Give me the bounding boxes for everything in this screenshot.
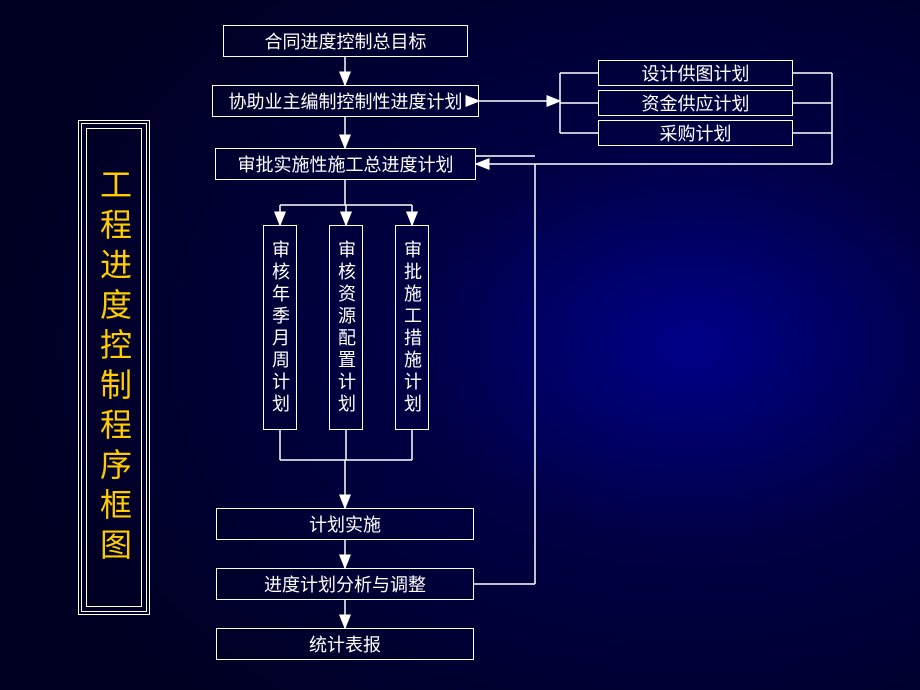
node-label: 审核资源配置计划: [333, 240, 359, 416]
node-label: 协助业主编制控制性进度计划: [229, 88, 463, 114]
node-analysis-adjust: 进度计划分析与调整: [216, 568, 474, 600]
node-label: 进度计划分析与调整: [264, 571, 426, 597]
title-frame: 工程进度控制程序框图: [78, 120, 150, 615]
node-label: 审核年季月周计划: [267, 240, 293, 416]
diagram-title: 工程进度控制程序框图: [91, 168, 137, 568]
node-contract-goal: 合同进度控制总目标: [223, 25, 468, 57]
node-design-supply: 设计供图计划: [598, 60, 793, 86]
node-fund-supply: 资金供应计划: [598, 90, 793, 116]
node-approve-measures: 审批施工措施计划: [395, 225, 429, 430]
node-label: 资金供应计划: [642, 90, 750, 116]
node-label: 设计供图计划: [642, 60, 750, 86]
node-review-period: 审核年季月周计划: [263, 225, 297, 430]
node-approve-master: 审批实施性施工总进度计划: [215, 148, 476, 180]
node-assist-owner: 协助业主编制控制性进度计划: [212, 85, 479, 117]
node-label: 合同进度控制总目标: [265, 28, 427, 54]
node-plan-implement: 计划实施: [216, 508, 474, 540]
node-label: 统计表报: [309, 631, 381, 657]
node-label: 采购计划: [660, 120, 732, 146]
node-label: 计划实施: [309, 511, 381, 537]
title-frame-inner: 工程进度控制程序框图: [86, 128, 142, 607]
node-label: 审批施工措施计划: [399, 240, 425, 416]
node-label: 审批实施性施工总进度计划: [238, 151, 454, 177]
node-review-resource: 审核资源配置计划: [329, 225, 363, 430]
node-procurement: 采购计划: [598, 120, 793, 146]
node-statistics: 统计表报: [216, 628, 474, 660]
